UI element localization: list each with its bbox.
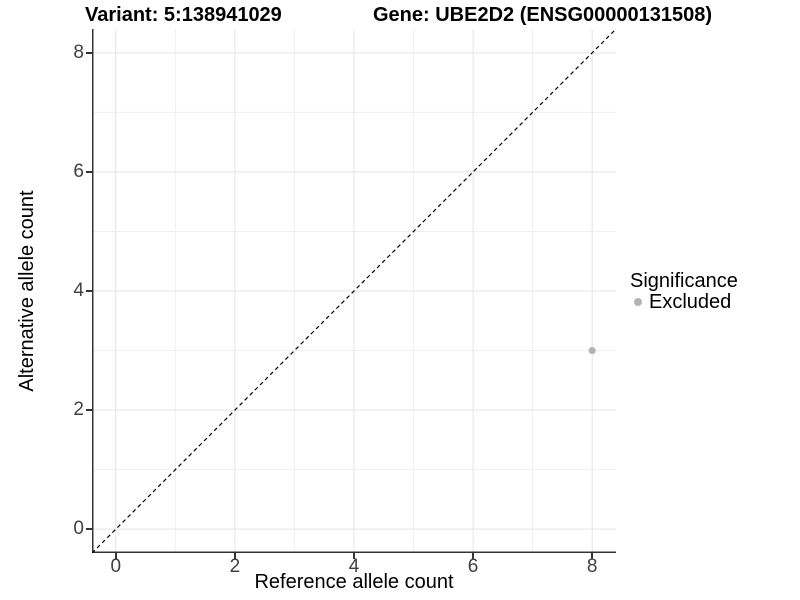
x-tick-label: 6 bbox=[467, 556, 479, 577]
y-tick-label: 8 bbox=[73, 41, 84, 63]
y-tick-mark bbox=[86, 171, 92, 173]
x-tick-mark bbox=[234, 553, 236, 559]
legend: Significance Excluded bbox=[630, 271, 738, 312]
x-tick-mark bbox=[472, 553, 474, 559]
legend-item-label: Excluded bbox=[649, 291, 732, 313]
legend-title: Significance bbox=[630, 270, 738, 292]
y-tick-mark bbox=[86, 52, 92, 54]
plot-canvas bbox=[91, 28, 617, 554]
y-tick-label: 2 bbox=[73, 399, 84, 421]
data-point bbox=[588, 346, 596, 355]
x-tick-mark bbox=[115, 553, 117, 559]
x-tick-label: 0 bbox=[110, 556, 122, 577]
legend-items: Excluded bbox=[630, 292, 738, 312]
identity-dashed-line bbox=[91, 28, 617, 554]
y-tick-mark bbox=[86, 290, 92, 292]
plot-panel bbox=[91, 28, 617, 554]
y-axis-title: Alternative allele count bbox=[16, 190, 38, 392]
x-tick-label: 4 bbox=[348, 556, 360, 577]
y-tick-label: 0 bbox=[73, 518, 84, 540]
y-tick-label: 6 bbox=[73, 160, 84, 182]
plot-title-gene: Gene: UBE2D2 (ENSG00000131508) bbox=[373, 4, 713, 26]
x-tick-mark bbox=[591, 553, 593, 559]
x-axis-title: Reference allele count bbox=[254, 571, 454, 593]
x-tick-label: 2 bbox=[229, 556, 241, 577]
legend-key-point-icon bbox=[634, 298, 642, 306]
x-tick-label: 8 bbox=[586, 556, 598, 577]
x-tick-mark bbox=[353, 553, 355, 559]
plot-title-variant: Variant: 5:138941029 bbox=[85, 4, 282, 26]
y-tick-label: 4 bbox=[73, 280, 84, 301]
legend-item: Excluded bbox=[630, 292, 738, 312]
y-tick-mark bbox=[86, 528, 92, 530]
y-tick-mark bbox=[86, 409, 92, 411]
